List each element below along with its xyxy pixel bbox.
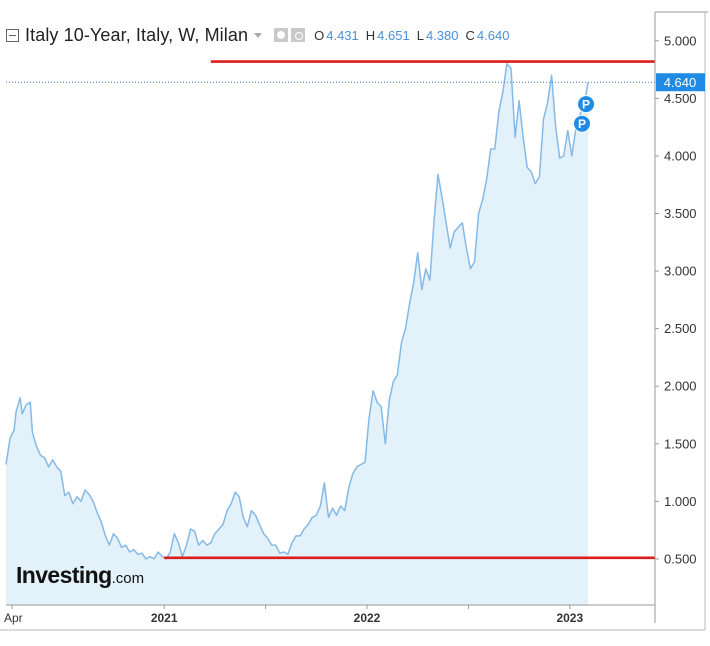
last-value-badge bbox=[656, 73, 705, 92]
x-tick-label-0: Apr bbox=[4, 611, 23, 625]
chart-title: Italy 10-Year, Italy, W, Milan bbox=[25, 24, 249, 45]
series-area-fill-0 bbox=[6, 63, 589, 606]
y-tick-label-2: 4.000 bbox=[664, 148, 697, 163]
chevron-down-icon[interactable] bbox=[254, 32, 263, 38]
x-axis-layer: Apr 2021 2022 2023 bbox=[4, 605, 583, 625]
x-tick-label-3: 2022 bbox=[354, 611, 381, 625]
x-tick-label-5: 2023 bbox=[556, 611, 583, 625]
collapse-icon[interactable] bbox=[6, 28, 19, 42]
p-marker-label-1: P bbox=[578, 117, 586, 131]
y-tick-label-3: 3.500 bbox=[664, 206, 697, 221]
y-tick-label-6: 2.000 bbox=[664, 379, 697, 394]
y-tick-label-7: 1.500 bbox=[664, 436, 697, 451]
p-marker-1 bbox=[572, 114, 591, 133]
series-area-layer bbox=[5, 63, 589, 606]
settings-gear-icon[interactable] bbox=[291, 28, 306, 42]
y-tick-label-9: 0.500 bbox=[664, 551, 697, 566]
y-tick-label-8: 1.000 bbox=[664, 494, 697, 509]
y-axis-layer: 5.000 4.500 4.000 3.500 3.000 2.500 2.000 1.500… bbox=[655, 33, 697, 566]
horizontal-lines-layer bbox=[164, 60, 655, 560]
series-line-0 bbox=[5, 63, 589, 560]
last-value-label: 4.640 bbox=[664, 75, 697, 90]
y-tick-label-4: 3.000 bbox=[664, 264, 697, 279]
axis-frame-layer bbox=[0, 11, 708, 631]
ohlc-readout: O 4.431 H 4.651 L 4.380 C 4.640 bbox=[314, 28, 509, 43]
p-marker-0 bbox=[577, 95, 596, 114]
y-tick-label-5: 2.500 bbox=[664, 321, 697, 336]
ohlc-low: L 4.380 bbox=[416, 27, 459, 43]
ohlc-close: C 4.640 bbox=[465, 27, 510, 43]
markers-layer: PP bbox=[572, 95, 596, 133]
y-tick-label-0: 5.000 bbox=[664, 33, 697, 48]
p-marker-label-0: P bbox=[582, 98, 590, 112]
last-value-layer: 4.640 bbox=[6, 73, 705, 92]
y-tick-label-1: 4.500 bbox=[664, 91, 697, 106]
investing-logo: Investing.com bbox=[16, 562, 145, 588]
ohlc-high: H 4.651 bbox=[365, 27, 410, 43]
visibility-icon[interactable] bbox=[274, 28, 289, 42]
ohlc-open: O 4.431 bbox=[314, 27, 359, 43]
x-tick-label-1: 2021 bbox=[151, 611, 178, 625]
